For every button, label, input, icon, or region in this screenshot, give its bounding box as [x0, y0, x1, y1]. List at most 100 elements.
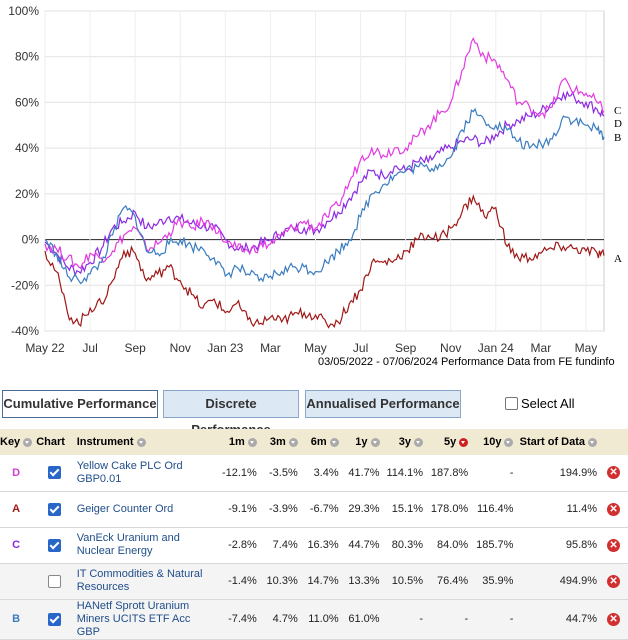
performance-tabs: Cumulative Performance Discrete Performa…: [0, 390, 628, 437]
row-instrument-link[interactable]: HANetf Sprott Uranium Miners UCITS ETF A…: [76, 599, 191, 638]
col-1m[interactable]: 1m: [217, 429, 258, 455]
y-tick-label: 0%: [22, 233, 40, 247]
remove-icon[interactable]: ✕: [607, 612, 621, 626]
y-tick-label: -20%: [11, 278, 39, 292]
chart-checkbox[interactable]: [47, 612, 61, 626]
chart-checkbox[interactable]: [47, 538, 61, 552]
col-10y[interactable]: 10y: [470, 429, 515, 455]
row-chart-toggle[interactable]: [34, 455, 75, 491]
sort-icon[interactable]: [288, 437, 298, 447]
chart-svg: 100% 80% 60% 40% 20% 0% -20% -40% May 22 Jul Sep No…: [8, 4, 622, 355]
row-3y: -: [419, 613, 423, 625]
sort-icon[interactable]: [23, 437, 33, 447]
table-row: D Yellow Cake PLC Ord GBP0.01 -12.1% -3.5% 3…: [0, 455, 628, 491]
row-chart-toggle[interactable]: [34, 599, 75, 639]
row-start-of-data: 95.8%: [565, 539, 598, 551]
sort-icon[interactable]: [504, 437, 514, 447]
row-instrument-link[interactable]: Yellow Cake PLC Ord GBP0.01: [76, 459, 183, 485]
y-tick-label: 100%: [8, 4, 39, 18]
col-start-of-data[interactable]: Start of Data: [515, 429, 599, 455]
x-tick-label: Mar: [260, 341, 281, 355]
sort-active-icon[interactable]: [459, 437, 469, 447]
remove-icon[interactable]: ✕: [607, 574, 621, 588]
row-3m: -3.5%: [268, 466, 298, 479]
x-tick-label: May: [575, 341, 598, 355]
tab-annualised-performance[interactable]: Annualised Performance: [305, 390, 461, 418]
tab-cumulative-performance[interactable]: Cumulative Performance: [2, 390, 158, 418]
y-tick-label: 20%: [15, 187, 39, 201]
y-tick-label: 80%: [15, 50, 39, 64]
sort-icon[interactable]: [247, 437, 257, 447]
row-remove[interactable]: ✕: [599, 599, 628, 639]
row-1y: 61.0%: [348, 613, 380, 625]
table-row: C VanEck Uranium and Nuclear Energy -2.8% 7…: [0, 527, 628, 563]
select-all-checkbox[interactable]: [505, 397, 518, 410]
row-6m: 16.3%: [307, 539, 339, 551]
x-tick-label: Nov: [170, 341, 191, 355]
x-tick-label: May 22: [25, 341, 65, 355]
row-10y: -: [509, 613, 514, 625]
row-remove[interactable]: ✕: [599, 491, 628, 527]
row-3m: 4.7%: [272, 613, 298, 625]
chart-checkbox[interactable]: [47, 502, 61, 516]
row-chart-toggle[interactable]: [34, 527, 75, 563]
col-instrument[interactable]: Instrument: [75, 429, 218, 455]
chart-checkbox[interactable]: [47, 574, 61, 588]
row-chart-toggle[interactable]: [34, 563, 75, 599]
row-remove[interactable]: ✕: [599, 563, 628, 599]
chart-checkbox[interactable]: [47, 466, 61, 480]
row-remove[interactable]: ✕: [599, 527, 628, 563]
row-1m: -7.4%: [228, 613, 257, 625]
x-tick-label: Jul: [82, 341, 97, 355]
select-all-control[interactable]: Select All: [505, 396, 574, 411]
col-3m[interactable]: 3m: [259, 429, 300, 455]
row-1m: -9.1%: [228, 503, 257, 515]
row-instrument-link[interactable]: IT Commodities & Natural Resources: [76, 568, 203, 593]
remove-icon[interactable]: ✕: [607, 502, 621, 516]
x-tick-label: Jan 24: [478, 341, 514, 355]
row-start-of-data: 194.9%: [559, 466, 598, 479]
col-6m[interactable]: 6m: [300, 429, 341, 455]
x-tick-label: Nov: [440, 341, 461, 355]
row-3y: 114.1%: [386, 466, 423, 479]
col-chart[interactable]: Chart: [36, 436, 65, 448]
row-instrument-link[interactable]: VanEck Uranium and Nuclear Energy: [76, 532, 180, 557]
series-line-b: [44, 107, 605, 285]
row-1y: 41.7%: [348, 466, 380, 479]
table-header-row: Key Chart Instrument 1m 3m 6m 1y 3y 5y 1…: [0, 429, 628, 455]
col-5y[interactable]: 5y: [425, 429, 470, 455]
row-chart-toggle[interactable]: [34, 491, 75, 527]
remove-icon[interactable]: ✕: [607, 466, 621, 480]
table-row: IT Commodities & Natural Resources -1.4% 1…: [0, 563, 628, 599]
select-all-label: Select All: [521, 396, 575, 411]
remove-icon[interactable]: ✕: [607, 538, 621, 552]
row-6m: -6.7%: [309, 503, 339, 515]
col-key[interactable]: Key: [0, 429, 34, 455]
row-key: C: [12, 539, 21, 551]
row-3y: 80.3%: [391, 539, 423, 551]
x-tick-label: Mar: [531, 341, 552, 355]
sort-icon[interactable]: [588, 437, 598, 447]
row-start-of-data: 44.7%: [565, 613, 598, 625]
row-key: A: [12, 503, 21, 515]
tab-discrete-performance[interactable]: Discrete Performance: [163, 390, 299, 437]
sort-icon[interactable]: [329, 437, 339, 447]
sort-icon[interactable]: [413, 437, 423, 447]
x-tick-label: Jan 23: [207, 341, 243, 355]
row-remove[interactable]: ✕: [599, 455, 628, 491]
row-3y: 15.1%: [391, 503, 423, 515]
plot-area: [44, 10, 605, 332]
row-instrument-link[interactable]: Geiger Counter Ord: [76, 502, 174, 515]
y-tick-label: 60%: [15, 95, 39, 109]
sort-icon[interactable]: [136, 437, 146, 447]
row-1y: 13.3%: [348, 575, 380, 587]
col-3y[interactable]: 3y: [382, 429, 425, 455]
col-1y[interactable]: 1y: [341, 429, 382, 455]
series-line-c: [44, 90, 605, 277]
row-6m: 14.7%: [307, 575, 339, 587]
row-1m: -12.1%: [221, 466, 257, 479]
row-3m: 10.3%: [266, 575, 298, 587]
row-1y: 29.3%: [348, 503, 380, 515]
row-6m: 11.0%: [308, 613, 339, 625]
sort-icon[interactable]: [370, 437, 380, 447]
